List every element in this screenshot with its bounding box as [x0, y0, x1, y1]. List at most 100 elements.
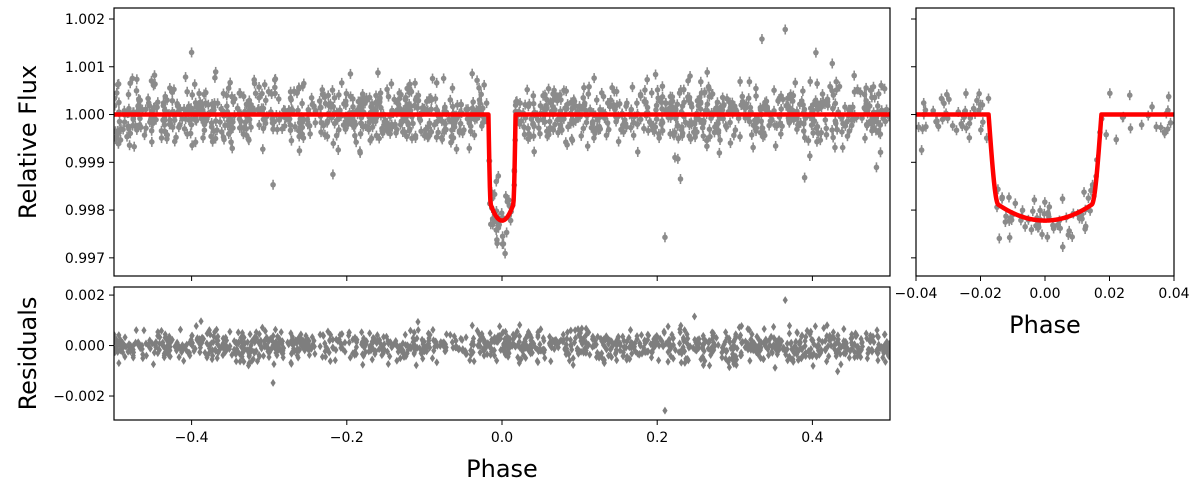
residual-point — [288, 358, 294, 367]
data-point — [115, 140, 122, 147]
data-point — [408, 88, 415, 95]
data-point — [322, 132, 328, 138]
residual-point — [738, 322, 745, 331]
data-point — [370, 106, 377, 112]
residual-point — [152, 341, 159, 350]
residual-point — [746, 326, 753, 335]
residual-point — [133, 326, 139, 335]
data-point — [674, 123, 681, 129]
residual-point — [626, 343, 632, 352]
data-point — [185, 103, 192, 110]
data-point — [829, 88, 836, 94]
residual-point — [256, 329, 262, 338]
data-point — [246, 116, 253, 123]
data-point — [748, 132, 755, 138]
residual-point — [841, 349, 847, 358]
data-point — [121, 107, 128, 114]
data-point — [863, 97, 869, 104]
residual-point — [726, 363, 732, 372]
y-tick-label: 0.002 — [65, 288, 105, 304]
residual-point — [827, 335, 834, 344]
data-point — [160, 100, 167, 106]
residual-point — [798, 354, 804, 363]
data-point — [648, 120, 654, 127]
data-point — [813, 49, 819, 56]
data-point — [421, 132, 428, 139]
residual-point — [427, 330, 433, 339]
data-point — [670, 130, 676, 137]
data-point — [410, 120, 416, 127]
data-point — [699, 125, 706, 131]
data-point — [456, 129, 463, 136]
data-point — [325, 102, 332, 109]
data-point — [1057, 225, 1064, 232]
residual-point — [480, 335, 487, 344]
data-point — [271, 77, 278, 83]
data-point — [572, 103, 579, 109]
zoom-x-axis-label: Phase — [1009, 311, 1081, 339]
residual-point — [476, 329, 482, 338]
data-point — [139, 106, 146, 113]
residual-point — [583, 324, 589, 333]
data-point — [272, 84, 278, 91]
data-point — [372, 118, 379, 125]
data-point — [741, 104, 748, 110]
residual-point — [710, 342, 716, 351]
data-point — [148, 118, 155, 124]
residual-point — [837, 350, 843, 359]
data-point — [530, 133, 537, 139]
residual-point — [855, 342, 861, 351]
data-point — [373, 132, 380, 139]
data-point — [389, 107, 395, 114]
data-point — [431, 122, 438, 128]
data-point — [276, 117, 283, 123]
residual-point — [527, 341, 533, 350]
residual-point — [385, 339, 392, 348]
residual-point — [193, 321, 199, 330]
data-point — [597, 126, 604, 132]
residual-point — [362, 347, 369, 356]
data-point — [697, 106, 704, 112]
data-point — [653, 102, 660, 109]
residual-point — [330, 335, 336, 344]
data-point — [203, 118, 210, 124]
data-point — [421, 105, 428, 112]
data-point — [700, 133, 707, 139]
residual-point — [572, 326, 578, 335]
data-point — [787, 105, 793, 112]
residual-point — [370, 333, 376, 342]
residual-point — [298, 334, 304, 343]
y-tick-label: 0.997 — [65, 251, 105, 267]
residual-point — [583, 330, 589, 339]
data-point — [634, 100, 640, 106]
data-point — [299, 119, 306, 126]
residual-point — [130, 353, 136, 362]
residual-point — [505, 347, 511, 356]
residual-point — [601, 358, 607, 367]
data-point — [700, 120, 707, 126]
data-point — [941, 100, 947, 107]
data-point — [713, 124, 720, 130]
residual-point — [745, 340, 752, 349]
residual-point — [657, 334, 663, 343]
data-point — [979, 102, 986, 108]
data-point — [784, 103, 791, 110]
data-point — [208, 124, 215, 130]
data-point — [260, 105, 267, 112]
residual-point — [681, 347, 688, 356]
data-point — [715, 127, 722, 134]
data-point — [729, 99, 736, 106]
data-point — [572, 118, 579, 124]
data-point — [384, 120, 390, 126]
data-point — [454, 102, 461, 108]
residual-point — [665, 322, 671, 331]
data-point — [760, 130, 767, 136]
data-point — [141, 132, 148, 138]
data-point — [381, 118, 388, 125]
data-point — [236, 90, 243, 97]
data-point — [449, 85, 456, 91]
data-point — [864, 107, 871, 114]
data-point — [356, 105, 362, 111]
data-point — [490, 221, 496, 228]
